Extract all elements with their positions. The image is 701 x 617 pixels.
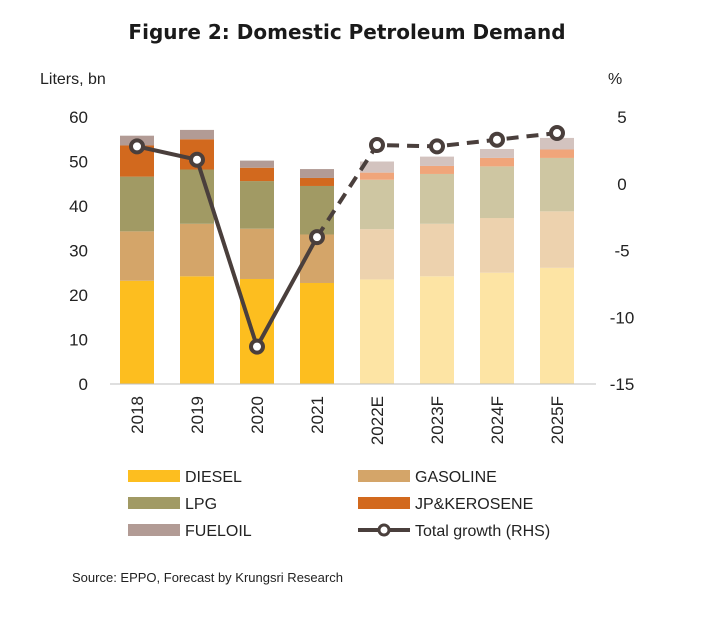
legend-gasoline-label: GASOLINE [415,469,497,486]
bar-jp-kerosene [540,149,574,158]
legend-fueloil-swatch [128,524,180,536]
bar-fueloil [240,160,274,168]
bar-gasoline [360,229,394,280]
bar-fueloil [540,137,574,150]
category-label: 2018 [128,396,147,434]
category-label: 2023F [428,396,447,444]
growth-point [369,137,385,154]
legend-diesel-swatch [128,470,180,482]
bar-lpg [540,157,574,212]
bar-gasoline [540,211,574,268]
y-right-tick-label: 0 [617,175,626,194]
legend-total-growth-marker [377,523,391,537]
legend-lpg-swatch [128,497,180,509]
bar-lpg [120,176,154,232]
source-note: Source: EPPO, Forecast by Krungsri Resea… [72,570,343,585]
y-right-tick-label: -5 [614,242,629,261]
bar-gasoline [480,218,514,273]
y-left-unit: Liters, bn [40,71,106,88]
y-left-tick-label: 50 [69,153,88,172]
legend-lpg-label: LPG [185,496,217,513]
bar-jp-kerosene [480,157,514,167]
bar-diesel [300,282,334,384]
bar-fueloil [360,161,394,173]
y-left-ticks: 0 10 20 30 40 50 60 [69,108,88,394]
bar-diesel [360,279,394,384]
bar-diesel [120,280,154,384]
growth-point [549,125,565,142]
category-label: 2019 [188,396,207,434]
y-left-tick-label: 30 [69,242,88,261]
legend-total-growth-label: Total growth (RHS) [415,523,550,540]
category-label: 2021 [308,396,327,434]
growth-line-actual [136,144,319,349]
legend-jp-kerosene-label: JP&KEROSENE [415,496,533,513]
y-right-tick-label: 5 [617,108,626,127]
bar-fueloil [480,149,514,158]
y-right-ticks: -15 -10 -5 0 5 [610,108,635,394]
growth-point [129,138,145,155]
y-right-tick-label: -10 [610,308,635,327]
y-left-tick-label: 60 [69,108,88,127]
legend-gasoline-swatch [358,470,410,482]
bar-lpg [480,166,514,219]
category-labels: 2018 2019 2020 2021 2022E 2023F 2024F 2025F [128,396,567,445]
bars [120,129,574,384]
y-left-tick-label: 40 [69,197,88,216]
category-label: 2025F [548,396,567,444]
bar-diesel [480,272,514,384]
legend-jp-kerosene-swatch [358,497,410,509]
bar-jp-kerosene [240,167,274,182]
growth-point [489,131,505,148]
bar-lpg [360,179,394,230]
bar-diesel [180,276,214,384]
bar-lpg [240,181,274,229]
bar-lpg [420,173,454,224]
bar-diesel [420,276,454,384]
bar-jp-kerosene [300,177,334,186]
y-left-tick-label: 20 [69,286,88,305]
bar-diesel [240,278,274,384]
legend: DIESEL GASOLINE LPG JP&KEROSENE FUELOIL Total… [128,469,550,540]
bar-lpg [300,185,334,235]
growth-point [189,151,205,168]
y-left-tick-label: 10 [69,331,88,350]
y-right-unit: % [608,71,622,88]
bar-gasoline [420,223,454,277]
bar-fueloil [300,169,334,178]
bar-fueloil [180,129,214,140]
legend-diesel-label: DIESEL [185,469,242,486]
category-label: 2022E [368,396,387,445]
category-label: 2024F [488,396,507,444]
bar-fueloil [420,156,454,166]
growth-point [309,229,325,246]
bar-gasoline [180,223,214,277]
y-right-tick-label: -15 [610,375,635,394]
bar-jp-kerosene [360,172,394,180]
bar-gasoline [240,228,274,279]
y-left-tick-label: 0 [79,375,88,394]
chart-title: Figure 2: Domestic Petroleum Demand [128,20,565,44]
growth-point [249,338,265,355]
growth-point [429,138,445,155]
growth-line [129,125,565,355]
bar-jp-kerosene [420,165,454,174]
bar-gasoline [120,231,154,281]
legend-fueloil-label: FUELOIL [185,523,252,540]
bar-diesel [540,267,574,384]
category-label: 2020 [248,396,267,434]
